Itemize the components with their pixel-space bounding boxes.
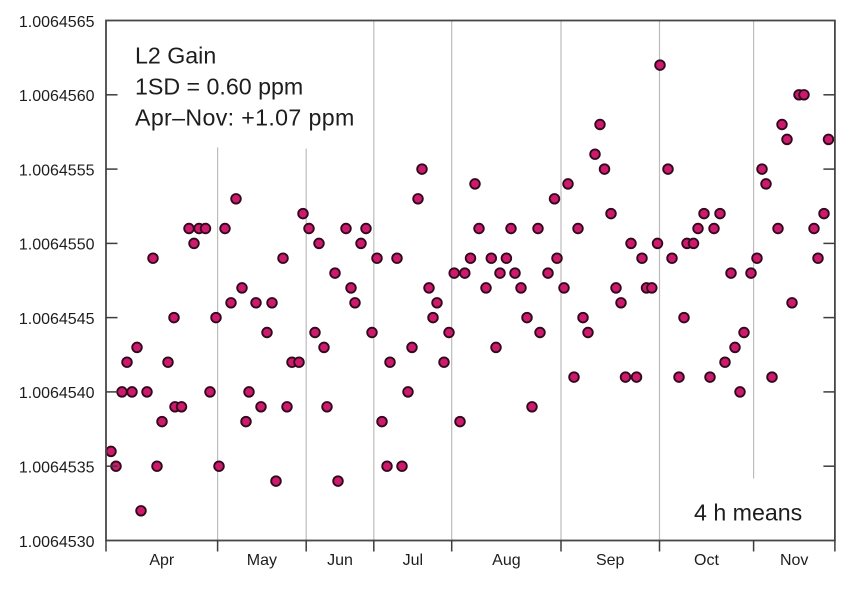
svg-text:1.0064560: 1.0064560 [19, 88, 95, 105]
svg-text:May: May [247, 552, 277, 569]
svg-text:1.0064540: 1.0064540 [19, 385, 95, 402]
svg-text:Nov: Nov [780, 552, 808, 569]
svg-text:1.0064530: 1.0064530 [19, 534, 95, 551]
svg-text:Apr: Apr [149, 552, 175, 569]
svg-text:1.0064535: 1.0064535 [19, 460, 95, 477]
svg-text:1SD = 0.60 ppm: 1SD = 0.60 ppm [135, 74, 303, 100]
svg-text:Sep: Sep [596, 552, 625, 569]
svg-text:1.0064550: 1.0064550 [19, 237, 95, 254]
svg-text:L2 Gain: L2 Gain [135, 43, 216, 69]
svg-text:1.0064555: 1.0064555 [19, 162, 95, 179]
svg-text:1.0064565: 1.0064565 [19, 14, 95, 31]
svg-text:Aug: Aug [492, 552, 520, 569]
svg-text:Apr–Nov: +1.07 ppm: Apr–Nov: +1.07 ppm [135, 104, 355, 130]
svg-text:4 h means: 4 h means [694, 500, 802, 526]
svg-text:Jun: Jun [327, 552, 353, 569]
svg-text:1.0064545: 1.0064545 [19, 311, 95, 328]
svg-text:Oct: Oct [694, 552, 719, 569]
svg-text:Jul: Jul [403, 552, 423, 569]
